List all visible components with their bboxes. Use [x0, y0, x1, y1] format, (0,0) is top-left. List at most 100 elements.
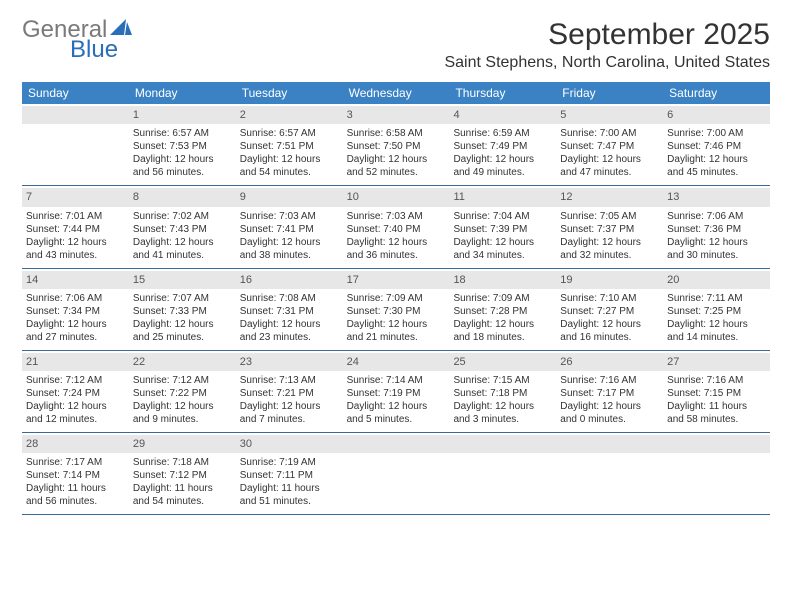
day-header-cell: Friday [556, 82, 663, 104]
sunset-text: Sunset: 7:34 PM [26, 305, 125, 318]
logo-text-blue: Blue [70, 38, 132, 62]
sunrise-text: Sunrise: 7:05 AM [560, 210, 659, 223]
daylight-text: Daylight: 12 hours and 0 minutes. [560, 400, 659, 426]
day-number: 24 [343, 353, 450, 371]
day-cell: 23Sunrise: 7:13 AMSunset: 7:21 PMDayligh… [236, 351, 343, 432]
day-number: 26 [556, 353, 663, 371]
day-number: 12 [556, 188, 663, 206]
daylight-text: Daylight: 11 hours and 56 minutes. [26, 482, 125, 508]
sunset-text: Sunset: 7:18 PM [453, 387, 552, 400]
day-number [663, 435, 770, 453]
day-number: 14 [22, 271, 129, 289]
sunrise-text: Sunrise: 7:03 AM [347, 210, 446, 223]
daylight-text: Daylight: 12 hours and 38 minutes. [240, 236, 339, 262]
day-cell: 3Sunrise: 6:58 AMSunset: 7:50 PMDaylight… [343, 104, 450, 185]
sunrise-text: Sunrise: 7:08 AM [240, 292, 339, 305]
sunrise-text: Sunrise: 7:13 AM [240, 374, 339, 387]
day-cell: 1Sunrise: 6:57 AMSunset: 7:53 PMDaylight… [129, 104, 236, 185]
location: Saint Stephens, North Carolina, United S… [444, 54, 770, 72]
day-number: 15 [129, 271, 236, 289]
day-cell: 27 Sunrise: 7:16 AMSunset: 7:15 PMDayligh… [663, 351, 770, 432]
daylight-text: Daylight: 11 hours and 54 minutes. [133, 482, 232, 508]
daylight-text: Daylight: 12 hours and 34 minutes. [453, 236, 552, 262]
sunset-text: Sunset: 7:50 PM [347, 140, 446, 153]
daylight-text: Daylight: 12 hours and 47 minutes. [560, 153, 659, 179]
sunset-text: Sunset: 7:37 PM [560, 223, 659, 236]
day-number: 9 [236, 188, 343, 206]
sunrise-text: Sunrise: 7:19 AM [240, 456, 339, 469]
day-cell: 20Sunrise: 7:11 AMSunset: 7:25 PMDayligh… [663, 269, 770, 350]
sunset-text: Sunset: 7:33 PM [133, 305, 232, 318]
daylight-text: Daylight: 12 hours and 21 minutes. [347, 318, 446, 344]
day-number: 21 [22, 353, 129, 371]
sunrise-text: Sunrise: 7:15 AM [453, 374, 552, 387]
day-cell: 13Sunrise: 7:06 AMSunset: 7:36 PMDayligh… [663, 186, 770, 267]
day-header-cell: Saturday [663, 82, 770, 104]
day-cell: 24Sunrise: 7:14 AMSunset: 7:19 PMDayligh… [343, 351, 450, 432]
day-number: 16 [236, 271, 343, 289]
day-cell: 6Sunrise: 7:00 AMSunset: 7:46 PMDaylight… [663, 104, 770, 185]
sunrise-text: Sunrise: 7:11 AM [667, 292, 766, 305]
day-number: 6 [663, 106, 770, 124]
day-number: 3 [343, 106, 450, 124]
daylight-text: Daylight: 12 hours and 7 minutes. [240, 400, 339, 426]
week-row: 1Sunrise: 6:57 AMSunset: 7:53 PMDaylight… [22, 104, 770, 186]
sunset-text: Sunset: 7:25 PM [667, 305, 766, 318]
sunset-text: Sunset: 7:22 PM [133, 387, 232, 400]
day-cell: 5Sunrise: 7:00 AMSunset: 7:47 PMDaylight… [556, 104, 663, 185]
sunrise-text: Sunrise: 7:12 AM [133, 374, 232, 387]
sunrise-text: Sunrise: 7:16 AM [667, 374, 766, 387]
day-number: 27 [663, 353, 770, 371]
sunrise-text: Sunrise: 7:00 AM [560, 127, 659, 140]
daylight-text: Daylight: 12 hours and 14 minutes. [667, 318, 766, 344]
sunset-text: Sunset: 7:49 PM [453, 140, 552, 153]
day-cell: 9Sunrise: 7:03 AMSunset: 7:41 PMDaylight… [236, 186, 343, 267]
sunset-text: Sunset: 7:43 PM [133, 223, 232, 236]
sunrise-text: Sunrise: 7:06 AM [26, 292, 125, 305]
daylight-text: Daylight: 12 hours and 23 minutes. [240, 318, 339, 344]
day-cell: 12 Sunrise: 7:05 AMSunset: 7:37 PMDayligh… [556, 186, 663, 267]
daylight-text: Daylight: 12 hours and 27 minutes. [26, 318, 125, 344]
day-cell: 19Sunrise: 7:10 AMSunset: 7:27 PMDayligh… [556, 269, 663, 350]
daylight-text: Daylight: 11 hours and 58 minutes. [667, 400, 766, 426]
sunrise-text: Sunrise: 7:01 AM [26, 210, 125, 223]
sunset-text: Sunset: 7:15 PM [667, 387, 766, 400]
day-header-cell: Tuesday [236, 82, 343, 104]
sunrise-text: Sunrise: 7:02 AM [133, 210, 232, 223]
sunrise-text: Sunrise: 6:59 AM [453, 127, 552, 140]
daylight-text: Daylight: 12 hours and 45 minutes. [667, 153, 766, 179]
week-row: 21Sunrise: 7:12 AMSunset: 7:24 PMDayligh… [22, 351, 770, 433]
daylight-text: Daylight: 12 hours and 41 minutes. [133, 236, 232, 262]
sunrise-text: Sunrise: 7:09 AM [347, 292, 446, 305]
daylight-text: Daylight: 12 hours and 49 minutes. [453, 153, 552, 179]
daylight-text: Daylight: 12 hours and 32 minutes. [560, 236, 659, 262]
day-number [343, 435, 450, 453]
day-cell [22, 104, 129, 185]
day-number: 4 [449, 106, 556, 124]
day-cell: 30Sunrise: 7:19 AMSunset: 7:11 PMDayligh… [236, 433, 343, 514]
day-cell: 8Sunrise: 7:02 AMSunset: 7:43 PMDaylight… [129, 186, 236, 267]
day-number: 19 [556, 271, 663, 289]
week-row: 7Sunrise: 7:01 AMSunset: 7:44 PMDaylight… [22, 186, 770, 268]
day-number: 2 [236, 106, 343, 124]
sunset-text: Sunset: 7:44 PM [26, 223, 125, 236]
day-number: 29 [129, 435, 236, 453]
sunset-text: Sunset: 7:39 PM [453, 223, 552, 236]
daylight-text: Daylight: 12 hours and 52 minutes. [347, 153, 446, 179]
sunrise-text: Sunrise: 7:17 AM [26, 456, 125, 469]
day-number: 22 [129, 353, 236, 371]
day-cell: 18Sunrise: 7:09 AMSunset: 7:28 PMDayligh… [449, 269, 556, 350]
day-cell: 2Sunrise: 6:57 AMSunset: 7:51 PMDaylight… [236, 104, 343, 185]
day-cell: 11Sunrise: 7:04 AMSunset: 7:39 PMDayligh… [449, 186, 556, 267]
sunset-text: Sunset: 7:31 PM [240, 305, 339, 318]
sunrise-text: Sunrise: 7:06 AM [667, 210, 766, 223]
day-cell: 10Sunrise: 7:03 AMSunset: 7:40 PMDayligh… [343, 186, 450, 267]
day-cell: 25Sunrise: 7:15 AMSunset: 7:18 PMDayligh… [449, 351, 556, 432]
calendar: SundayMondayTuesdayWednesdayThursdayFrid… [22, 82, 770, 515]
day-number [22, 106, 129, 124]
sunset-text: Sunset: 7:51 PM [240, 140, 339, 153]
day-number: 23 [236, 353, 343, 371]
title-block: September 2025 Saint Stephens, North Car… [444, 18, 770, 72]
day-cell [663, 433, 770, 514]
sunrise-text: Sunrise: 7:14 AM [347, 374, 446, 387]
